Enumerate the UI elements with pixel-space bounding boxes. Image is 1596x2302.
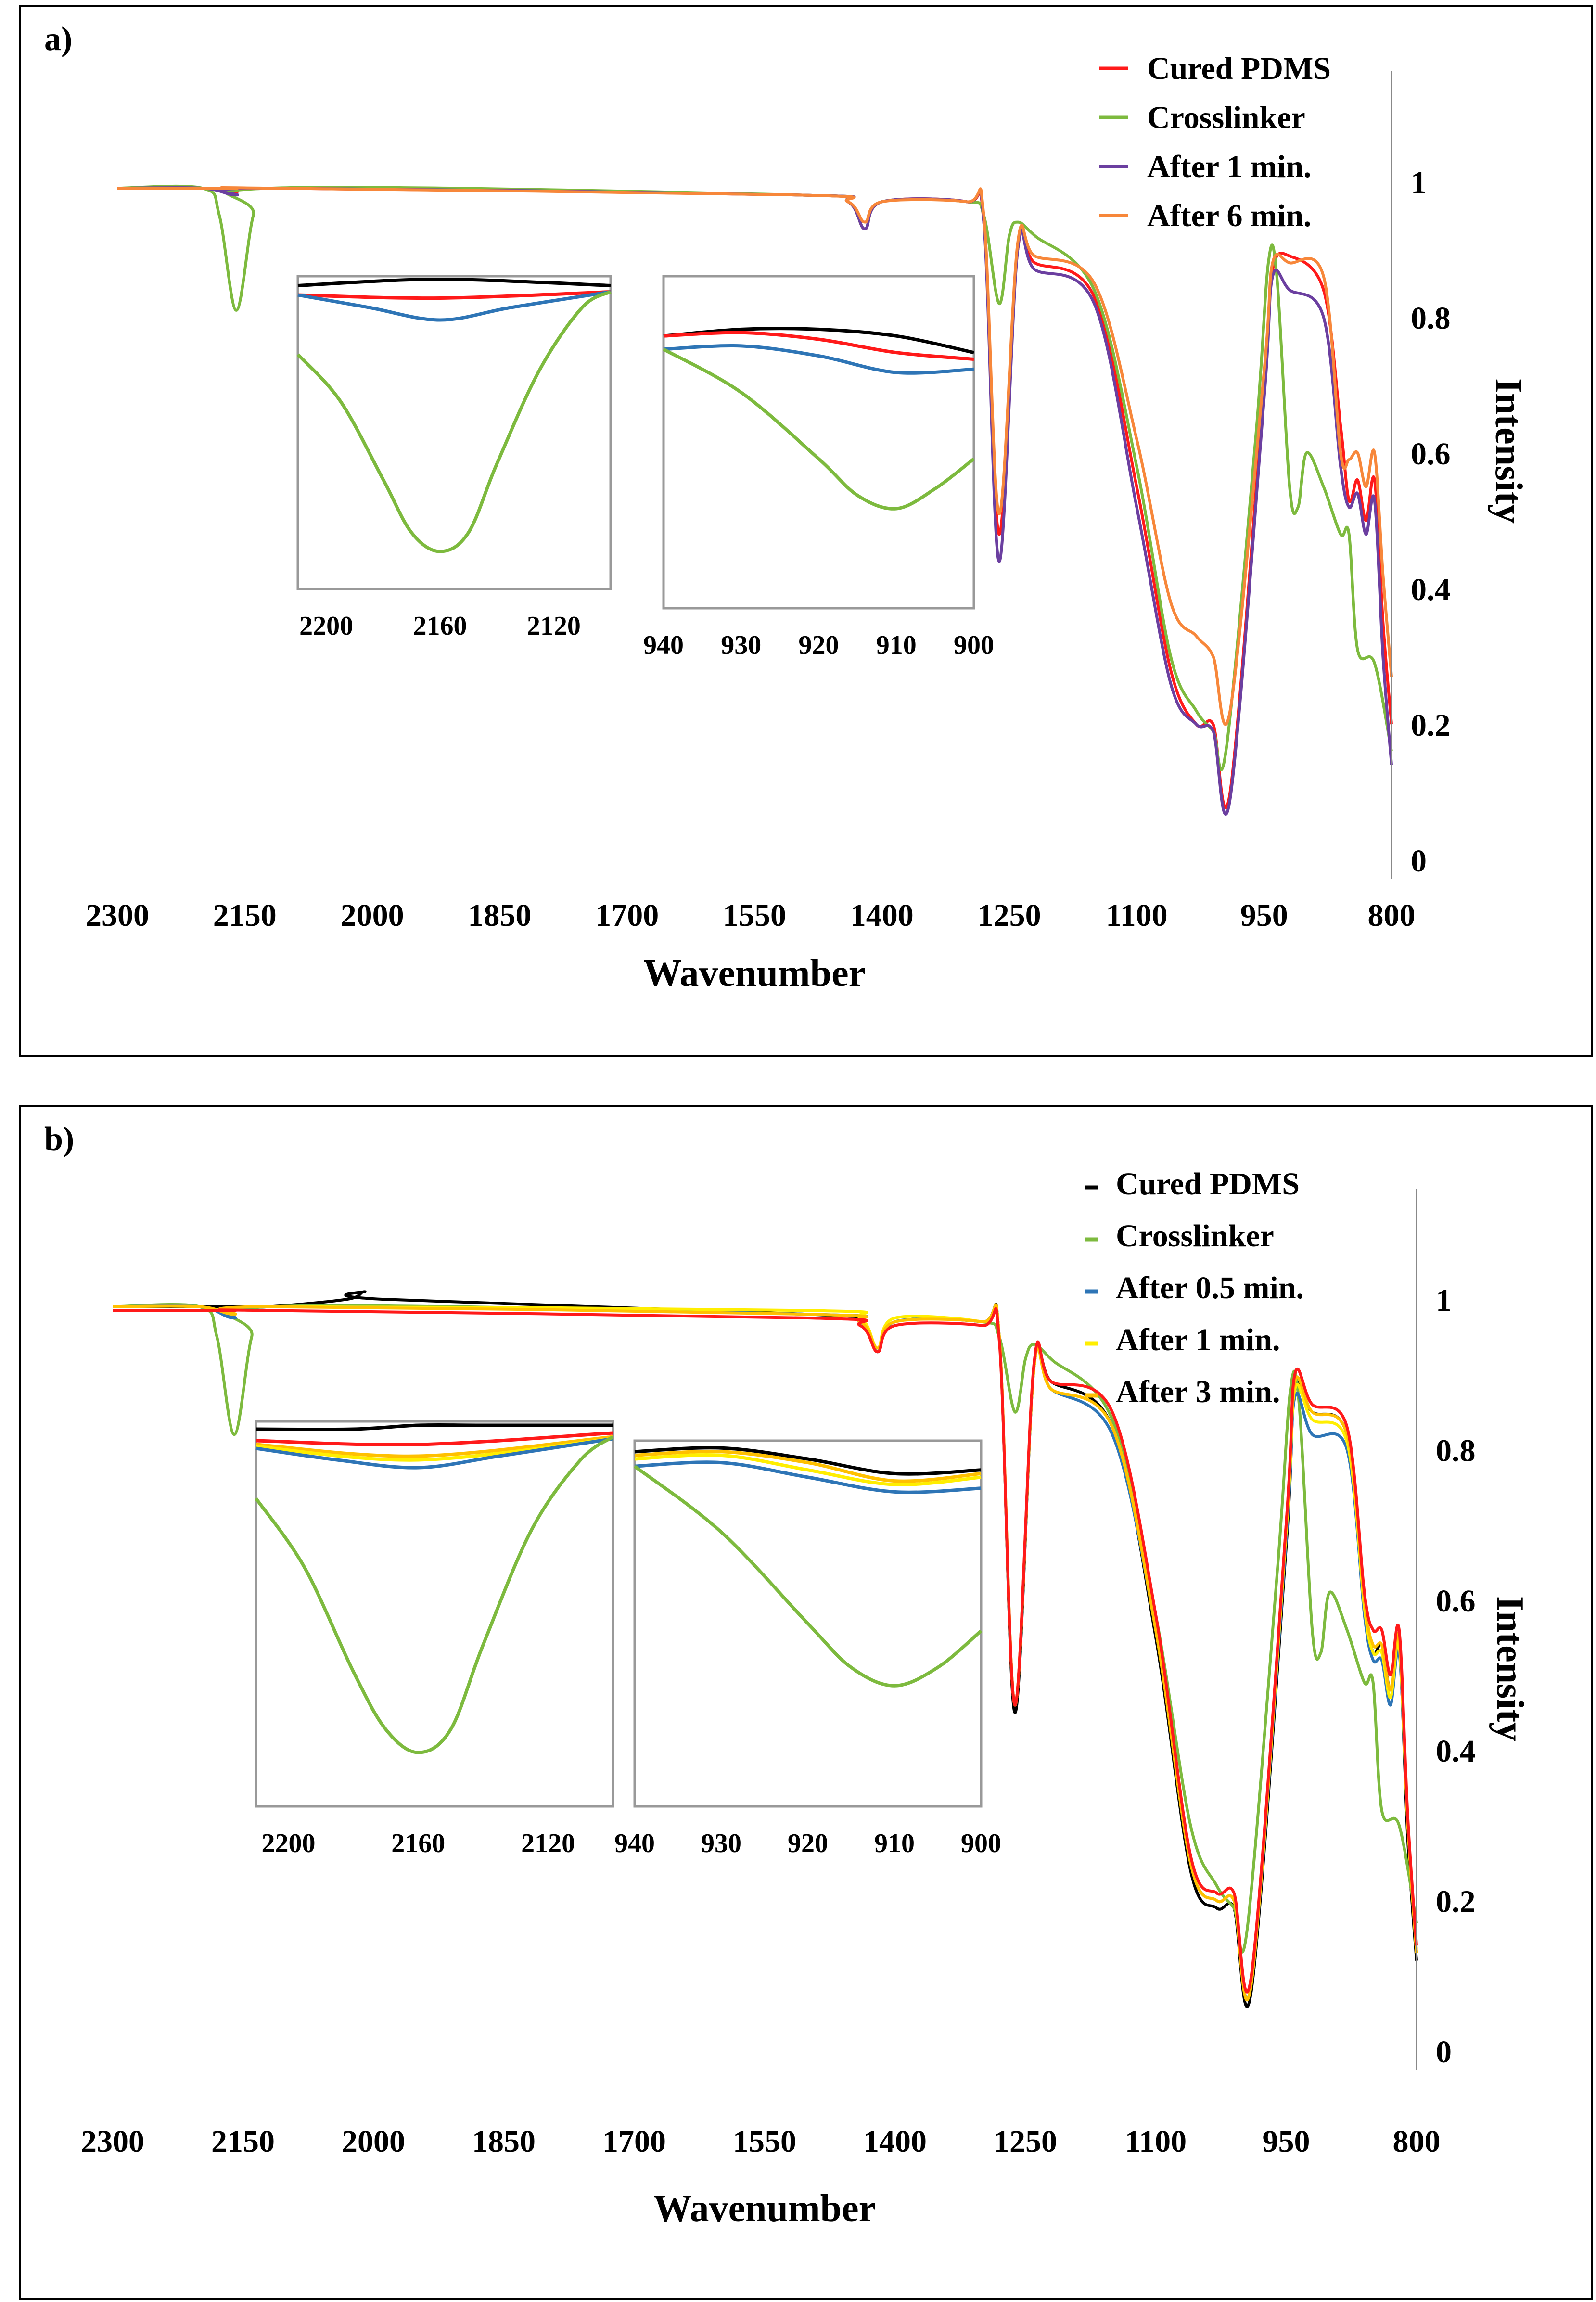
legend-entry-0: Cured PDMS [1116,1166,1300,1202]
legend-entry-2: After 0.5 min. [1116,1270,1304,1305]
x-tick-label: 1250 [994,2124,1057,2159]
inset-1-line-0 [634,1446,982,1476]
inset-frame-0 [255,1420,614,1808]
legend-entry-3: After 6 min. [1147,198,1312,233]
inset-1-tick-label: 920 [788,1829,828,1858]
chart-b-svg: b) 0 0.2 0.4 0.6 0.8 1 2300 2150 2000 1850 1700 1550… [44,1121,1531,2230]
y-tick-label: 1 [1436,1283,1452,1318]
inset-1-tick-label: 900 [954,630,994,660]
inset-1-line-2 [634,1453,982,1486]
inset-0-line-3 [296,290,612,553]
y-tick-label: 0.2 [1436,1884,1476,1919]
series-line-3 [117,186,1393,726]
y-tick-label: 0 [1411,844,1427,879]
y-axis-title: Intensity [1489,1596,1531,1741]
y-axis-title: Intensity [1487,378,1530,524]
inset-1-tick-label: 940 [643,630,684,660]
x-tick-label: 950 [1263,2124,1310,2159]
x-tick-label: 1700 [602,2124,666,2159]
x-tick-label: 2300 [86,898,149,933]
x-tick-label: 800 [1368,898,1416,933]
legend-entry-2: After 1 min. [1147,149,1312,184]
x-tick-label: 2150 [211,2124,275,2159]
x-tick-label: 2150 [213,898,277,933]
x-tick-label: 2000 [342,2124,405,2159]
x-axis-title: Wavenumber [653,2187,876,2230]
x-tick-label: 1550 [733,2124,796,2159]
inset-1-tick-label: 940 [614,1829,655,1858]
y-tick-label: 0.4 [1436,1734,1476,1769]
inset-0-line-5 [255,1435,614,1754]
x-tick-label: 800 [1393,2124,1441,2159]
x-tick-label: 1400 [850,898,914,933]
inset-1-line-3 [634,1460,982,1494]
inset-1-line-3 [663,347,975,511]
inset-0-line-1 [297,290,611,300]
panel-a: a) 0 0.2 0.4 0.6 0.8 1 2300 2150 2000 1850 1700 1550… [19,5,1593,1057]
inset-0-line-0 [297,277,611,287]
inset-1-tick-label: 910 [876,630,917,660]
series-line-1 [117,184,1393,771]
inset-0-line-2 [255,1435,613,1458]
panel-label: a) [44,21,72,58]
x-tick-label: 2300 [81,2124,144,2159]
panel-label: b) [44,1121,74,1158]
legend-entry-0: Cured PDMS [1147,51,1331,86]
y-tick-label: 1 [1411,165,1427,200]
x-tick-label: 1250 [978,898,1041,933]
inset-frame-1 [662,275,975,610]
legend-entry-4: After 3 min. [1116,1374,1280,1409]
inset-1-tick-label: 930 [721,630,761,660]
inset-0-tick-label: 2120 [527,611,581,641]
x-tick-label: 1550 [723,898,786,933]
inset-0-tick-label: 2200 [299,611,353,641]
x-tick-label: 1850 [468,898,531,933]
legend-entry-1: Crosslinker [1147,100,1305,135]
inset-0-tick-label: 2160 [391,1829,445,1858]
series-line-5 [112,1307,1418,1994]
inset-0-line-4 [255,1437,613,1470]
inset-frame-0 [296,275,612,590]
inset-1-line-1 [663,331,974,361]
y-tick-label: 0.6 [1411,436,1451,472]
inset-0-tick-label: 2120 [521,1829,575,1858]
legend-entry-1: Crosslinker [1116,1218,1274,1253]
x-tick-label: 1100 [1106,898,1167,933]
inset-0-line-1 [255,1431,613,1446]
y-tick-label: 0.4 [1411,572,1451,607]
panel-b: b) 0 0.2 0.4 0.6 0.8 1 2300 2150 2000 1850 1700 1550… [19,1105,1593,2300]
inset-0-line-0 [255,1423,613,1432]
x-axis-title: Wavenumber [643,952,866,995]
inset-1-tick-label: 930 [701,1829,741,1858]
x-tick-label: 950 [1240,898,1288,933]
inset-1-tick-label: 910 [874,1829,915,1858]
x-tick-label: 1700 [595,898,659,933]
inset-1-line-1 [634,1449,982,1483]
x-tick-label: 1400 [863,2124,927,2159]
inset-1-line-2 [663,344,974,375]
x-tick-label: 2000 [341,898,404,933]
y-tick-label: 0.8 [1436,1433,1476,1468]
inset-0-line-2 [297,290,611,322]
inset-1-tick-label: 920 [799,630,839,660]
inset-1-tick-label: 900 [961,1829,1001,1858]
chart-a-svg: a) 0 0.2 0.4 0.6 0.8 1 2300 2150 2000 1850 1700 1550… [44,21,1530,995]
y-tick-label: 0.2 [1411,708,1451,743]
x-tick-label: 1850 [472,2124,536,2159]
legend-entry-3: After 1 min. [1116,1322,1280,1357]
inset-1-line-4 [633,1465,983,1688]
y-tick-label: 0.8 [1411,301,1451,336]
inset-0-tick-label: 2200 [261,1829,315,1858]
inset-1-line-0 [663,327,974,355]
inset-0-tick-label: 2160 [413,611,467,641]
y-tick-label: 0.6 [1436,1584,1476,1619]
y-tick-label: 0 [1436,2034,1452,2070]
x-tick-label: 1100 [1125,2124,1187,2159]
